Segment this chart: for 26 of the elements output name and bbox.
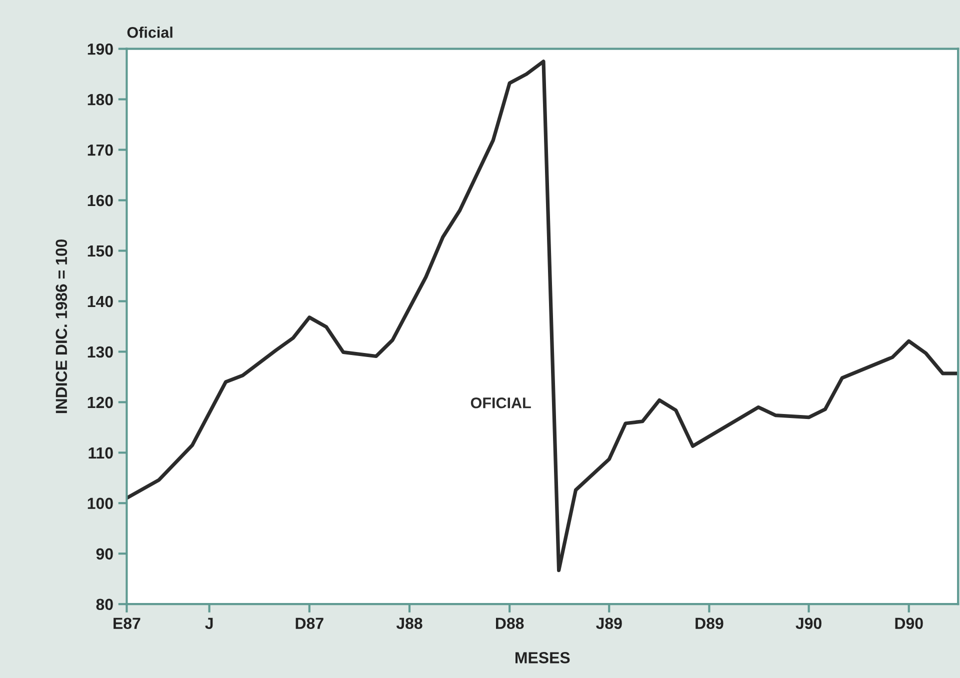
y-tick-label: 100 (88, 498, 113, 510)
y-tick-label: 190 (88, 43, 113, 55)
line-series (126, 60, 958, 572)
y-tick-label: 140 (88, 296, 113, 308)
y-tick-label: 110 (88, 447, 113, 459)
x-tick-label: E87 (114, 618, 140, 630)
series-label: OFICIAL (470, 397, 531, 408)
y-axis-title: INDICE DIC. 1986 = 100 (56, 239, 68, 414)
x-tick-label: D87 (296, 618, 324, 630)
y-tick-label: 180 (88, 94, 113, 106)
x-tick-label: J88 (396, 618, 422, 630)
y-tick-label: 80 (96, 598, 113, 610)
y-tick-label: 130 (88, 346, 113, 358)
y-tick-label: 90 (96, 548, 113, 560)
x-tick-label: D89 (696, 618, 724, 630)
x-tick-label: J (205, 618, 213, 630)
x-axis-title: MESES (516, 652, 570, 664)
y-tick-label: 120 (88, 396, 113, 408)
chart-title: Oficial (127, 26, 172, 38)
y-tick-label: 160 (88, 194, 113, 206)
y-tick-label: 170 (88, 144, 113, 156)
x-tick-label: D90 (895, 618, 923, 630)
x-tick-label: J90 (796, 618, 822, 630)
x-tick-label: J89 (596, 618, 622, 630)
y-tick-label: 150 (88, 245, 113, 257)
x-tick-label: D88 (496, 618, 524, 630)
